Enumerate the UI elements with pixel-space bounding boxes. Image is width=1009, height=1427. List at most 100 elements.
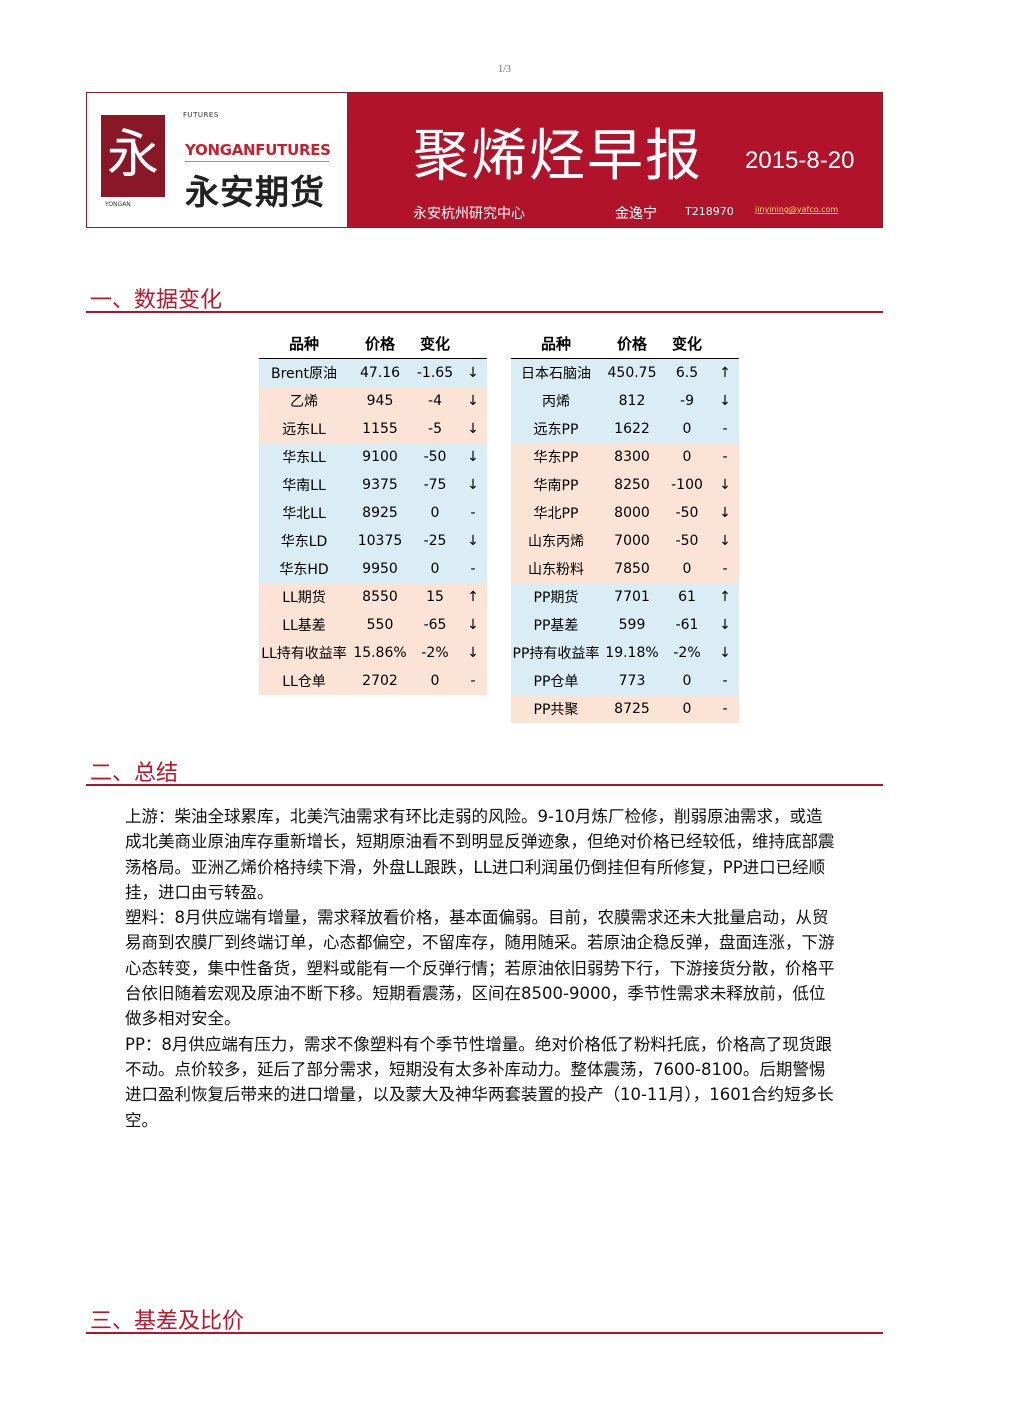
cell-price: 7701 [601, 583, 663, 611]
cell-price: 7000 [601, 527, 663, 555]
summary-text: 上游：柴油全球累库，北美汽油需求有环比走弱的风险。9-10月炼厂检修，削弱原油需… [125, 804, 837, 1133]
table-row: 华东PP 8300 0- [511, 443, 739, 471]
cell-name: 远东LL [259, 415, 349, 443]
polypropylene-price-table: 品种 价格 变化 日本石脑油 450.75 6.5 ↑ 丙烯 812 -9 ↓ 远东PP 1622… [511, 328, 739, 723]
table-row: LL基差 550 -65 ↓ [259, 611, 487, 639]
cell-trend-arrow: ↓ [459, 415, 487, 443]
table-row: LL持有收益率 15.86% -2% ↓ [259, 639, 487, 667]
cell-price: 8725 [601, 695, 663, 723]
cell-change: -50 [663, 527, 711, 555]
table-row: 乙烯 945 -4 ↓ [259, 387, 487, 415]
department: 永安杭州研究中心 [413, 206, 525, 222]
cell-change: 0 [663, 667, 711, 695]
cell-trend-arrow: - [711, 695, 739, 723]
cell-name: LL持有收益率 [259, 639, 349, 667]
author-email-link[interactable]: jinyining@yafco.com [755, 205, 839, 214]
cell-trend-arrow: ↓ [459, 611, 487, 639]
cell-price: 10375 [349, 527, 411, 555]
cell-change: -65 [411, 611, 459, 639]
section-divider [86, 311, 883, 313]
cell-change: -2% [663, 639, 711, 667]
section-title-basis: 三、基差及比价 [90, 1309, 245, 1334]
cell-trend-arrow: ↓ [459, 358, 487, 387]
column-header-arrow [711, 328, 739, 359]
logo-chinese-name: 永安期货 [185, 173, 325, 213]
cell-name: PP持有收益率 [511, 639, 601, 667]
logo-divider [185, 161, 329, 162]
cell-trend-arrow: ↑ [711, 583, 739, 611]
cell-name: 丙烯 [511, 387, 601, 415]
cell-trend-arrow: ↓ [711, 611, 739, 639]
logo-futures-small: FUTURES [183, 111, 219, 119]
cell-price: 9100 [349, 443, 411, 471]
page-number: 1/3 [498, 64, 511, 75]
cell-trend-arrow: ↓ [711, 387, 739, 415]
logo-mark-icon: 永 [101, 115, 165, 197]
cell-name: 山东粉料 [511, 555, 601, 583]
cell-trend-arrow: ↓ [711, 639, 739, 667]
report-date: 2015-8-20 [745, 147, 855, 174]
column-header-name: 品种 [259, 328, 349, 359]
cell-change: -50 [663, 499, 711, 527]
cell-price: 1622 [601, 415, 663, 443]
table-row: 山东粉料 7850 0- [511, 555, 739, 583]
cell-change: 0 [663, 415, 711, 443]
cell-change: 15 [411, 583, 459, 611]
company-logo: FUTURES 永 YONGAN YONGANFUTURES 永安期货 [87, 93, 347, 227]
cell-price: 19.18% [601, 639, 663, 667]
cell-name: 华南PP [511, 471, 601, 499]
table-row: PP基差 599 -61 ↓ [511, 611, 739, 639]
cell-trend-arrow: - [459, 555, 487, 583]
logo-mark-glyph: 永 [106, 125, 159, 185]
section-divider [86, 1332, 883, 1334]
cell-change: 0 [411, 667, 459, 695]
summary-pp: PP：8月供应端有压力，需求不像塑料有个季节性增量。绝对价格低了粉料托底，价格高… [125, 1034, 834, 1130]
table-row: 华东LD 10375 -25 ↓ [259, 527, 487, 555]
cell-trend-arrow: - [711, 555, 739, 583]
logo-english-name: YONGANFUTURES [185, 141, 331, 159]
cell-price: 8250 [601, 471, 663, 499]
cell-name: 华东HD [259, 555, 349, 583]
cell-trend-arrow: ↑ [711, 358, 739, 387]
logo-yongan-small: YONGAN [105, 201, 131, 208]
cell-name: LL仓单 [259, 667, 349, 695]
table-row: PP期货 7701 61 ↑ [511, 583, 739, 611]
cell-name: 远东PP [511, 415, 601, 443]
author: 金逸宁 [615, 206, 657, 222]
table-row: 山东丙烯 7000 -50 ↓ [511, 527, 739, 555]
report-header-banner: FUTURES 永 YONGAN YONGANFUTURES 永安期货 聚烯烃早… [86, 92, 883, 228]
cell-change: 0 [411, 499, 459, 527]
cell-price: 8925 [349, 499, 411, 527]
table-row: PP仓单 773 0- [511, 667, 739, 695]
cell-change: -75 [411, 471, 459, 499]
cell-change: -100 [663, 471, 711, 499]
cell-trend-arrow: ↓ [711, 499, 739, 527]
cell-name: 华东PP [511, 443, 601, 471]
cell-name: 乙烯 [259, 387, 349, 415]
cell-price: 15.86% [349, 639, 411, 667]
cell-price: 8300 [601, 443, 663, 471]
cell-name: PP基差 [511, 611, 601, 639]
cell-change: 0 [663, 443, 711, 471]
cell-change: -50 [411, 443, 459, 471]
cell-change: -9 [663, 387, 711, 415]
cell-change: 0 [411, 555, 459, 583]
cell-change: 0 [663, 555, 711, 583]
column-header-arrow [459, 328, 487, 359]
cell-trend-arrow: - [459, 667, 487, 695]
table-row: 华东LL 9100 -50 ↓ [259, 443, 487, 471]
cell-price: 550 [349, 611, 411, 639]
column-header-change: 变化 [663, 328, 711, 359]
cell-trend-arrow: ↓ [711, 527, 739, 555]
cell-price: 7850 [601, 555, 663, 583]
license-number: T218970 [685, 205, 734, 218]
cell-price: 450.75 [601, 358, 663, 387]
cell-name: Brent原油 [259, 358, 349, 387]
cell-name: LL基差 [259, 611, 349, 639]
section-divider [86, 784, 883, 786]
cell-change: 0 [663, 695, 711, 723]
table-row: 华东HD 9950 0- [259, 555, 487, 583]
cell-change: -4 [411, 387, 459, 415]
column-header-price: 价格 [349, 328, 411, 359]
cell-change: -5 [411, 415, 459, 443]
